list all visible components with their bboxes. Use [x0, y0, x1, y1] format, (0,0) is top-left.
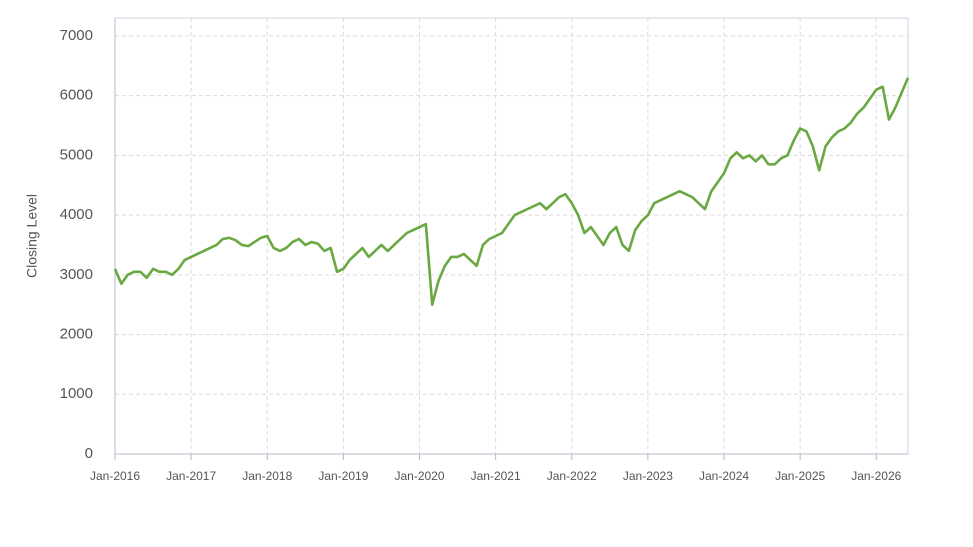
- x-tick-label: Jan-2026: [851, 469, 901, 483]
- y-axis-label: Closing Level: [24, 194, 40, 278]
- x-tick-label: Jan-2022: [547, 469, 597, 483]
- y-tick-label: 7000: [60, 27, 93, 44]
- y-tick-label: 6000: [60, 87, 93, 104]
- x-tick-label: Jan-2021: [471, 469, 521, 483]
- data-line: [113, 77, 910, 306]
- y-tick-label: 2000: [60, 326, 93, 343]
- x-tick-label: Jan-2016: [90, 469, 140, 483]
- y-tick-label: 1000: [60, 385, 93, 402]
- x-tick-label: Jan-2020: [394, 469, 444, 483]
- x-tick-label: Jan-2018: [242, 469, 292, 483]
- plot-frame: [114, 17, 909, 455]
- x-tick-label: Jan-2025: [775, 469, 825, 483]
- x-tick-label: Jan-2019: [318, 469, 368, 483]
- y-tick-label: 5000: [60, 146, 93, 163]
- y-tick-label: 4000: [60, 206, 93, 223]
- x-tick-label: Jan-2017: [166, 469, 216, 483]
- x-tick-label: Jan-2023: [623, 469, 673, 483]
- x-tick-label: Jan-2024: [699, 469, 749, 483]
- y-tick-label: 3000: [60, 266, 93, 283]
- y-tick-label: 0: [85, 445, 93, 462]
